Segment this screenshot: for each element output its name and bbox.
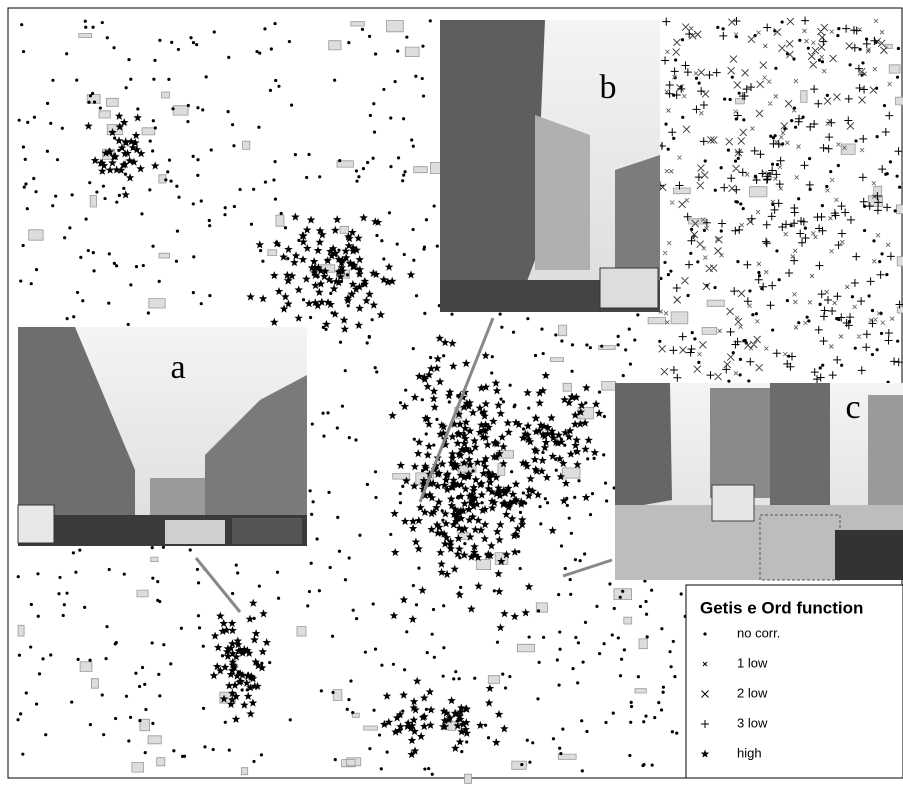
leader-a: [194, 557, 242, 613]
legend-symbol: [701, 720, 709, 728]
photo-b: b: [440, 20, 660, 312]
photo-c: c: [615, 383, 903, 581]
building: [710, 388, 770, 498]
low2-points: [658, 17, 888, 381]
building: [18, 327, 135, 530]
van: [17, 504, 55, 544]
photo-label: a: [170, 349, 185, 386]
photo-label: c: [845, 389, 860, 426]
car: [232, 518, 302, 544]
car: [165, 520, 225, 544]
leader-b: [418, 317, 495, 503]
legend-label: 3 low: [737, 715, 768, 730]
legend-items: no corr. 1 low 2 low 3 low high: [700, 625, 780, 760]
legend-label: high: [737, 745, 762, 760]
building: [205, 375, 307, 525]
building: [440, 20, 545, 310]
legend-symbol: [700, 749, 710, 758]
building: [535, 115, 590, 270]
legend-label: no corr.: [737, 625, 780, 640]
building: [770, 383, 830, 513]
leader-lines: [194, 317, 613, 613]
legend-label: 1 low: [737, 655, 768, 670]
legend-box: [685, 584, 903, 779]
photo-a: a: [17, 327, 307, 546]
car: [599, 267, 659, 309]
legend-title: Getis e Ord function: [700, 598, 863, 617]
building: [615, 383, 672, 510]
leader-c: [562, 558, 613, 578]
legend-symbol: [701, 690, 709, 698]
legend: Getis e Ord function no corr. 1 low 2 low 3…: [685, 584, 903, 779]
legend-symbol: [702, 661, 708, 667]
building: [868, 395, 903, 515]
low1-points: [658, 18, 895, 376]
building: [150, 478, 205, 520]
car: [835, 530, 903, 580]
legend-label: 2 low: [737, 685, 768, 700]
low3-points: [656, 16, 903, 384]
photo-label: b: [600, 69, 617, 106]
legend-symbol: [703, 632, 707, 636]
car: [711, 484, 755, 522]
